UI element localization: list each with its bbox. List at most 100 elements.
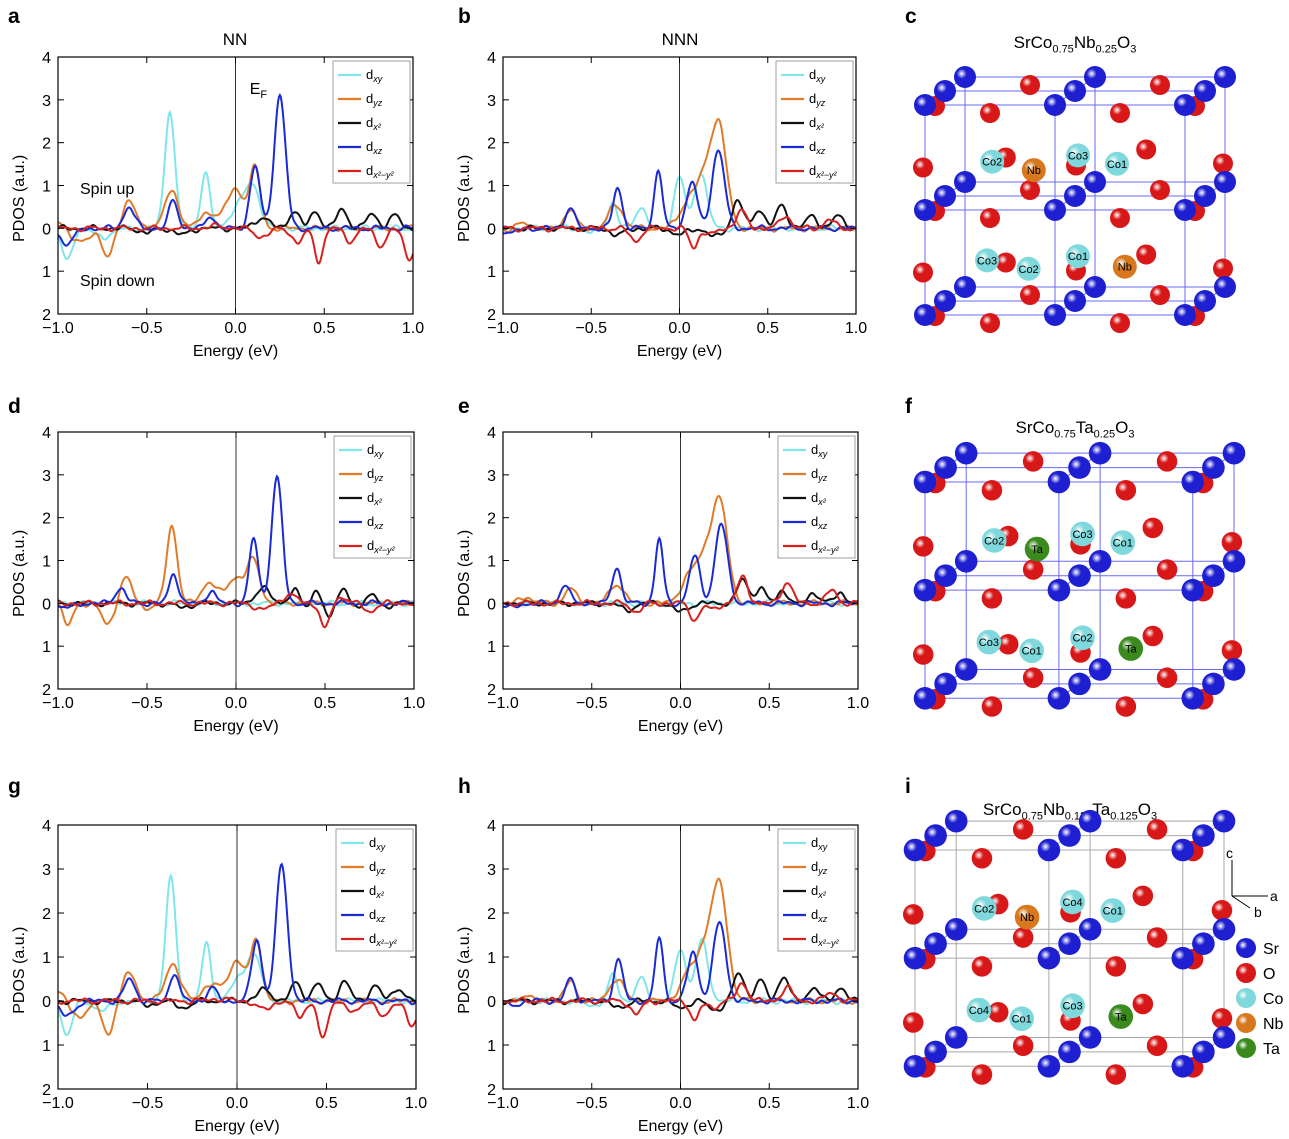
strontium-atom	[1044, 94, 1066, 116]
x-tick-label: 0.0	[668, 320, 690, 337]
strontium-atom	[1048, 687, 1071, 710]
strontium-atom	[1174, 304, 1196, 326]
strontium-atom	[1038, 839, 1061, 862]
y-tick-label: 3	[42, 468, 51, 485]
oxygen-atom	[1020, 285, 1040, 305]
strontium-atom	[945, 918, 968, 941]
strontium-atom	[1202, 456, 1225, 479]
y-tick-label: 2	[42, 1082, 51, 1099]
y-tick-label: 0	[42, 221, 51, 238]
strontium-atom	[1194, 80, 1216, 102]
oxygen-atom	[1023, 559, 1044, 580]
y-axis-label: PDOS (a.u.)	[456, 927, 473, 1014]
y-tick-label: 2	[487, 307, 496, 324]
oxygen-atom	[1150, 180, 1170, 200]
strontium-atom	[1038, 1055, 1061, 1078]
oxygen-atom	[1110, 103, 1130, 123]
oxygen-atom	[1150, 75, 1170, 95]
strontium-atom	[1089, 658, 1112, 681]
strontium-atom	[1064, 185, 1086, 207]
strontium-atom	[1182, 579, 1205, 602]
x-tick-label: −0.5	[132, 1095, 164, 1112]
b-site-label: Nb	[1020, 912, 1034, 924]
y-tick-label: 1	[42, 554, 51, 571]
strontium-atom	[1213, 810, 1236, 833]
chart-a: −1.0 −0.5 0.0 0.5 1.02101234Energy (eV)PDOS …	[11, 50, 424, 360]
strontium-atom	[1172, 947, 1195, 970]
oxygen-atom	[1013, 819, 1034, 840]
x-tick-label: 1.0	[403, 695, 425, 712]
strontium-atom	[1058, 824, 1081, 847]
strontium-atom	[1174, 94, 1196, 116]
strontium-atom	[1068, 564, 1091, 587]
b-site-label: Co3	[977, 255, 997, 267]
oxygen-atom	[1136, 245, 1156, 265]
oxygen-atom	[1212, 1008, 1233, 1029]
legend-atom-label: Ta	[1263, 1041, 1280, 1058]
y-tick-label: 2	[487, 1082, 496, 1099]
strontium-atom	[1182, 687, 1205, 710]
legend-atom-o	[1236, 963, 1256, 983]
oxygen-atom	[1013, 927, 1034, 948]
oxygen-atom	[982, 588, 1003, 609]
axis-a-label: a	[1270, 888, 1278, 904]
x-tick-label: −0.5	[576, 1095, 608, 1112]
strontium-atom	[1089, 550, 1112, 573]
b-site-label: Co3	[979, 637, 999, 649]
crystal-structure-c: Co2 Nb Co3 Co1 Co3 Co2 Co1 Nb	[913, 66, 1236, 333]
strontium-atom	[1214, 171, 1236, 193]
x-tick-label: 1.0	[847, 695, 869, 712]
y-tick-label: 4	[42, 425, 51, 442]
strontium-atom	[1068, 673, 1091, 696]
oxygen-atom	[980, 313, 1000, 333]
oxygen-atom	[998, 634, 1019, 655]
x-axis-label: Energy (eV)	[194, 1118, 279, 1135]
strontium-atom	[934, 80, 956, 102]
chart-e: −1.0 −0.5 0.0 0.5 1.02101234Energy (eV)PDOS …	[456, 425, 869, 735]
strontium-atom	[1174, 199, 1196, 221]
oxygen-atom	[1133, 994, 1154, 1015]
spin-down-label: Spin down	[80, 273, 155, 290]
crystal-structure-i: Co2 Nb Co4 Co1 Co4 Co1 Co3 Ta	[903, 810, 1235, 1085]
strontium-atom	[1084, 66, 1106, 88]
strontium-atom	[955, 550, 978, 573]
x-tick-label: 0.5	[758, 695, 780, 712]
oxygen-atom	[1133, 886, 1154, 907]
oxygen-atom	[980, 103, 1000, 123]
y-axis-label: PDOS (a.u.)	[11, 530, 28, 617]
b-site-label: Co1	[1113, 538, 1133, 550]
x-tick-label: −0.5	[131, 320, 163, 337]
x-tick-label: 0.0	[224, 320, 246, 337]
strontium-atom	[1064, 80, 1086, 102]
strontium-atom	[934, 564, 957, 587]
oxygen-atom	[1023, 451, 1044, 472]
y-tick-label: 1	[42, 264, 51, 281]
b-site-label: Co2	[984, 535, 1004, 547]
x-tick-label: 0.5	[315, 1095, 337, 1112]
strontium-atom	[914, 471, 937, 494]
b-site-label: Co3	[1062, 1001, 1082, 1013]
chart-h: −1.0 −0.5 0.0 0.5 1.0 2 1 0 1 2 3 4 Energy (eV) PDOS …	[456, 818, 869, 1135]
b-site-label: Co2	[1019, 264, 1039, 276]
legend-atom-sr	[1236, 938, 1256, 958]
strontium-atom	[904, 839, 927, 862]
strontium-atom	[904, 1055, 927, 1078]
strontium-atom	[955, 442, 978, 465]
strontium-atom	[904, 947, 927, 970]
x-tick-label: 1.0	[405, 1095, 427, 1112]
oxygen-atom	[1157, 667, 1178, 688]
strontium-atom	[1172, 1055, 1195, 1078]
y-tick-label: 2	[42, 906, 51, 923]
oxygen-atom	[1116, 588, 1137, 609]
strontium-atom	[934, 290, 956, 312]
y-tick-label: 0	[487, 221, 496, 238]
oxygen-atom	[1213, 154, 1233, 174]
oxygen-atom	[1106, 1064, 1127, 1085]
oxygen-atom	[1147, 819, 1168, 840]
oxygen-atom	[988, 1002, 1009, 1023]
strontium-atom	[1084, 276, 1106, 298]
b-site-label: Co1	[1022, 646, 1042, 658]
chart-d: −1.0 −0.5 0.0 0.5 1.02101234Energy (eV)PDOS …	[11, 425, 425, 735]
element-legend: SrOCoNbTa	[1236, 938, 1284, 1058]
strontium-atom	[1044, 199, 1066, 221]
